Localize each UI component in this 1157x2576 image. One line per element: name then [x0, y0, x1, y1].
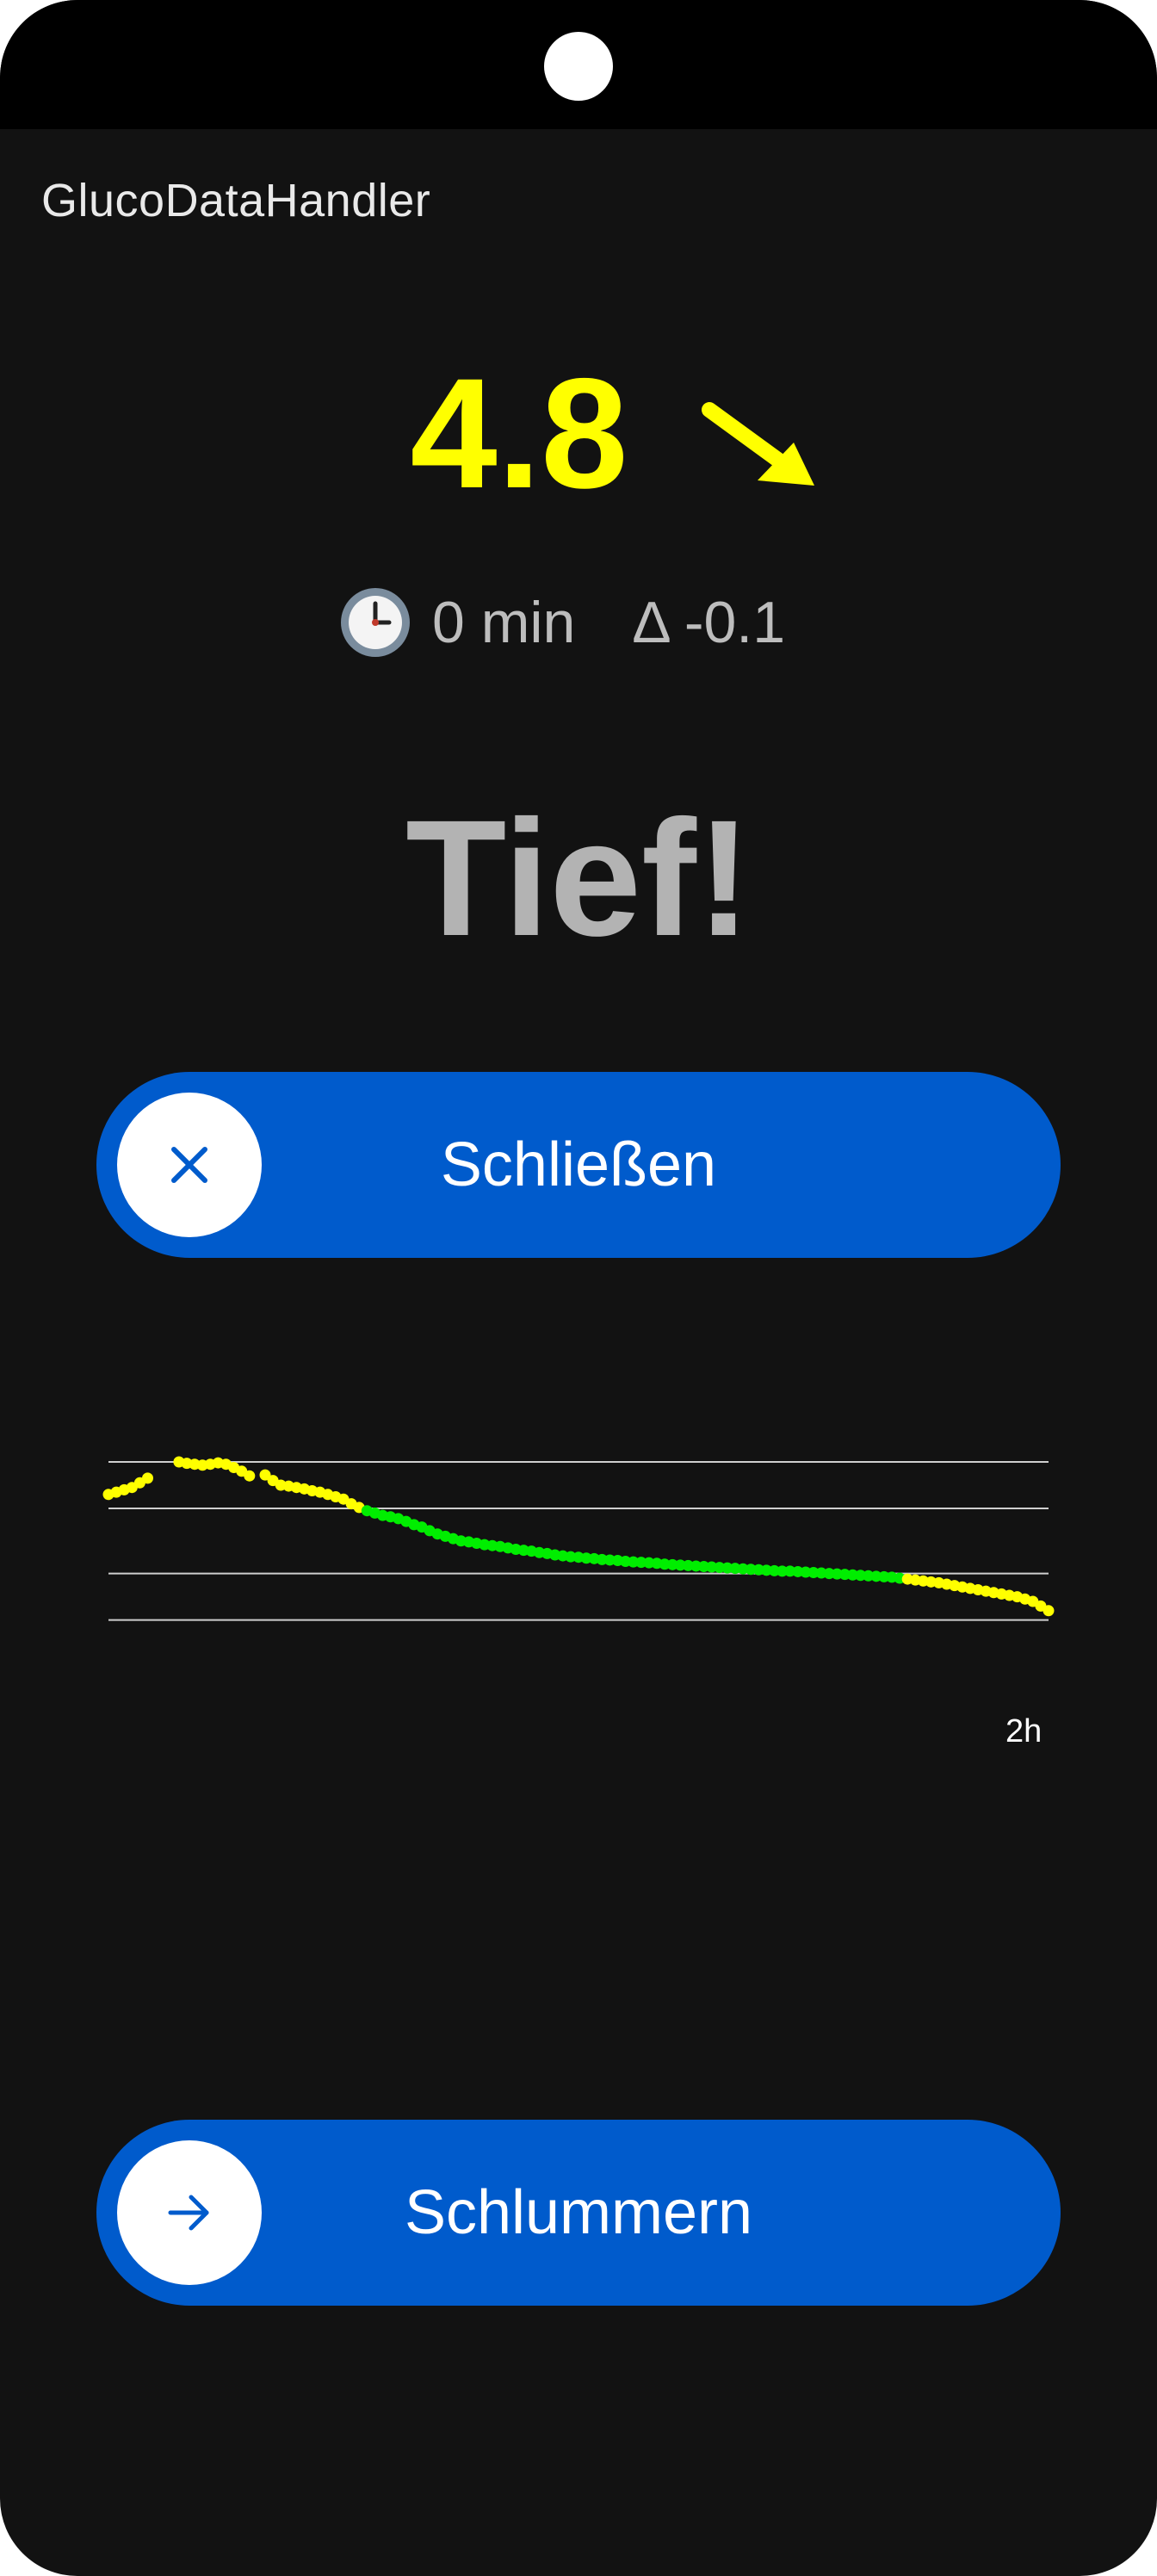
- glucose-chart-plot: [102, 1456, 1055, 1621]
- clock-icon: [341, 588, 410, 657]
- glucose-delta: Δ -0.1: [632, 590, 786, 655]
- dismiss-slide-button[interactable]: Schließen: [96, 1072, 1061, 1258]
- dismiss-knob[interactable]: [117, 1093, 262, 1237]
- time-since-reading: 0 min: [432, 590, 576, 655]
- chart-point: [1043, 1605, 1055, 1617]
- app-title: GlucoDataHandler: [41, 175, 431, 226]
- close-icon: [171, 1147, 207, 1183]
- chart-point: [776, 1565, 789, 1577]
- snooze-slide-button[interactable]: Schlummern: [96, 2120, 1061, 2306]
- glucose-chart: 2h: [0, 1412, 1157, 1774]
- falling-arrow-icon: [702, 402, 814, 486]
- snooze-label: Schlummern: [404, 2178, 753, 2247]
- snooze-knob[interactable]: [117, 2140, 262, 2285]
- status-bar: [0, 0, 1157, 129]
- chart-time-label: 2h: [1005, 1713, 1043, 1749]
- chart-point: [244, 1470, 256, 1482]
- arrow-right-icon: [168, 2195, 209, 2231]
- chart-point: [142, 1472, 153, 1484]
- glucose-value: 4.8: [410, 345, 628, 521]
- chart-point: [259, 1469, 271, 1481]
- alarm-text: Tief!: [405, 785, 752, 970]
- glucose-info-row: 0 min Δ -0.1: [337, 584, 785, 661]
- dismiss-label: Schließen: [440, 1130, 717, 1199]
- front-camera: [544, 32, 613, 101]
